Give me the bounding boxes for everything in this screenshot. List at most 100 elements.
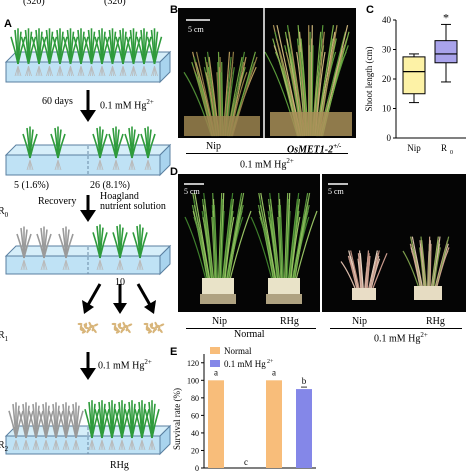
plant-dead bbox=[38, 402, 54, 451]
plant-dead bbox=[28, 402, 44, 451]
c-y-tick-label: 40 bbox=[382, 15, 392, 25]
plant-d-nip-normal bbox=[184, 192, 252, 304]
panel-letter-b: B bbox=[170, 4, 178, 16]
plant bbox=[144, 400, 160, 451]
plant bbox=[20, 28, 37, 77]
label-b-nip: Nip bbox=[206, 141, 221, 152]
plant-d-rhg-normal bbox=[250, 192, 318, 304]
c-box-0 bbox=[402, 53, 426, 104]
plant bbox=[124, 126, 140, 171]
label-survivors-right: 26 (8.1%) bbox=[90, 180, 130, 191]
plants-row-1 bbox=[10, 28, 163, 77]
label-count-10: 10 bbox=[115, 277, 125, 288]
e-y-tick-label: 60 bbox=[191, 411, 199, 420]
plant-dead bbox=[58, 226, 74, 271]
scale-bar-b: 5 cm bbox=[188, 25, 204, 34]
plant bbox=[31, 28, 47, 77]
photo-d-normal-plants bbox=[184, 183, 318, 304]
c-y-tick-label: 20 bbox=[382, 74, 392, 84]
plant bbox=[92, 126, 108, 171]
plant bbox=[62, 28, 79, 77]
photo-b-plants bbox=[183, 8, 352, 138]
plant-dead bbox=[18, 402, 34, 451]
plant bbox=[124, 400, 140, 451]
gen-r0: R0 bbox=[0, 206, 9, 219]
plant bbox=[115, 28, 131, 77]
e-legend-normal: Normal bbox=[224, 346, 252, 356]
plants-row-3 bbox=[16, 224, 148, 271]
seed-pile bbox=[143, 321, 165, 334]
plant bbox=[84, 400, 100, 451]
label-d-rhg-1: RHg bbox=[280, 316, 299, 327]
photo-b: 5 cm bbox=[178, 8, 356, 138]
plant-dead bbox=[36, 226, 52, 271]
e-y-tick-label: 0 bbox=[195, 464, 199, 473]
panel-letter-c: C bbox=[366, 4, 374, 16]
c-box-1 bbox=[434, 23, 458, 83]
tray-2 bbox=[4, 143, 172, 177]
divider-d-normal bbox=[186, 328, 316, 329]
e-significance-letter: a bbox=[272, 367, 276, 377]
gen-r2: R2 bbox=[0, 440, 9, 453]
seed-pile bbox=[77, 321, 99, 334]
plant bbox=[50, 126, 66, 171]
photo-d-hg: 5 cm bbox=[322, 174, 466, 312]
plant bbox=[73, 28, 89, 77]
label-treatment-1: 0.1 mM Hg2+ bbox=[100, 98, 154, 112]
plant-dead bbox=[16, 226, 32, 271]
e-bar-nip-normal bbox=[208, 380, 224, 468]
plant-dead bbox=[48, 402, 64, 451]
plants-row-4 bbox=[8, 400, 160, 451]
e-bar-rhg-normal bbox=[266, 380, 282, 468]
label-d-rhg-2: RHg bbox=[426, 316, 445, 327]
label-d-nip-1: Nip bbox=[212, 316, 227, 327]
tray-4 bbox=[4, 424, 172, 456]
label-recovery: Recovery bbox=[38, 196, 77, 207]
label-b-mutant: OsMET1-2+/- bbox=[287, 142, 342, 156]
plant-dead bbox=[8, 402, 24, 451]
count-left: (320) bbox=[23, 0, 45, 7]
label-rhg: RHg bbox=[110, 460, 129, 471]
plant-dead bbox=[58, 402, 74, 451]
plants-row-2 bbox=[22, 126, 156, 171]
label-d-normal: Normal bbox=[234, 329, 265, 340]
photo-d-normal: 5 cm bbox=[178, 174, 320, 312]
c-y-tick-label: 10 bbox=[382, 104, 392, 114]
label-60-days: 60 days bbox=[42, 96, 73, 107]
chart-e: 0 20 40 60 80 100 120 Survival rate (%) a c a b Norm… bbox=[172, 346, 316, 473]
plant bbox=[104, 400, 120, 451]
plant-d-rhg-hg bbox=[402, 236, 450, 300]
label-d-hg: 0.1 mM Hg2+ bbox=[374, 331, 428, 345]
c-x-label-r0: R bbox=[441, 143, 447, 153]
plant bbox=[104, 28, 121, 77]
panel-letter-a: A bbox=[4, 18, 12, 30]
e-y-tick-label: 120 bbox=[187, 359, 199, 368]
plant bbox=[22, 126, 38, 171]
photo-d-hg-plants bbox=[328, 183, 450, 300]
e-significance-letter: b bbox=[302, 376, 307, 386]
tray-3 bbox=[4, 244, 172, 276]
gen-r1: R1 bbox=[0, 330, 9, 343]
e-bar-rhg-hg bbox=[296, 389, 312, 468]
e-legend: Normal 0.1 mM Hg 2+ bbox=[210, 346, 274, 369]
label-hoagland: Hoagland nutrient solution bbox=[100, 191, 166, 212]
seed-pile bbox=[111, 321, 133, 334]
panel-letter-e: E bbox=[170, 346, 178, 358]
plant bbox=[92, 224, 108, 271]
plant bbox=[114, 400, 130, 451]
count-right: (320) bbox=[104, 0, 126, 7]
e-y-tick-label: 20 bbox=[191, 446, 199, 455]
e-legend-swatch-hg bbox=[210, 360, 220, 367]
e-y-tick-label: 40 bbox=[191, 429, 199, 438]
plant bbox=[108, 126, 124, 171]
panel-a-diagram bbox=[4, 28, 172, 456]
plant bbox=[132, 224, 148, 271]
plant bbox=[52, 28, 68, 77]
e-y-tick-label: 80 bbox=[191, 394, 199, 403]
label-b-treatment: 0.1 mM Hg2+ bbox=[240, 157, 294, 171]
plant bbox=[136, 28, 152, 77]
plant bbox=[134, 400, 150, 451]
e-legend-swatch-normal bbox=[210, 347, 220, 354]
plant bbox=[146, 28, 163, 77]
